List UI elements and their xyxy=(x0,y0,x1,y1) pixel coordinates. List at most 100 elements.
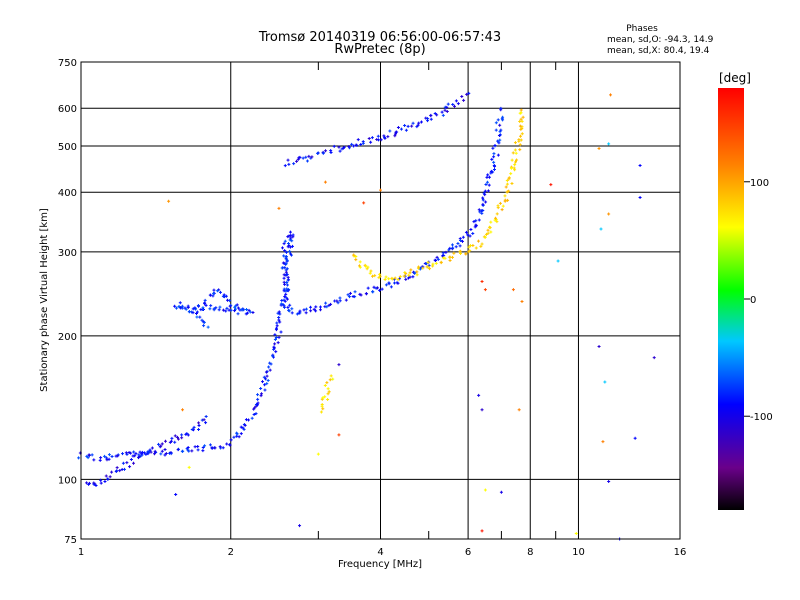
data-point xyxy=(326,398,330,402)
data-point xyxy=(496,204,500,208)
data-point xyxy=(325,305,329,309)
data-point xyxy=(237,435,241,439)
data-point xyxy=(327,303,331,307)
data-point xyxy=(284,250,288,254)
data-point xyxy=(286,275,290,279)
data-point xyxy=(160,449,164,453)
data-point xyxy=(310,155,314,159)
data-point xyxy=(122,467,126,471)
data-point xyxy=(273,333,277,337)
data-point xyxy=(396,125,400,129)
data-point xyxy=(98,458,102,462)
data-point xyxy=(365,292,369,296)
data-point xyxy=(185,432,189,436)
data-point xyxy=(103,480,107,484)
data-point xyxy=(147,449,151,453)
y-tick-label: 75 xyxy=(64,535,77,546)
data-point xyxy=(451,102,455,106)
data-point xyxy=(274,350,278,354)
data-point xyxy=(501,115,505,119)
data-point xyxy=(456,241,460,245)
data-point xyxy=(290,307,294,311)
data-point xyxy=(243,423,247,427)
data-point xyxy=(169,452,173,456)
data-point xyxy=(304,307,308,311)
data-point xyxy=(187,465,191,469)
data-point xyxy=(176,435,179,439)
data-point xyxy=(282,276,286,280)
data-point xyxy=(115,469,119,473)
data-point xyxy=(359,293,363,297)
data-point xyxy=(498,133,502,137)
data-point xyxy=(233,305,237,309)
data-point xyxy=(495,220,499,224)
data-point xyxy=(115,466,119,470)
data-point xyxy=(494,128,498,132)
data-point xyxy=(203,298,207,302)
data-point xyxy=(368,271,372,275)
data-point xyxy=(302,308,306,312)
data-point xyxy=(99,456,103,460)
data-point xyxy=(287,309,291,313)
data-point xyxy=(93,482,97,486)
data-point xyxy=(179,306,183,310)
data-point xyxy=(284,292,288,296)
data-point xyxy=(638,164,642,168)
data-point xyxy=(370,136,374,140)
data-point xyxy=(503,194,507,198)
data-point xyxy=(164,451,168,455)
data-point xyxy=(283,299,287,303)
data-point xyxy=(395,130,399,134)
data-point xyxy=(174,306,178,310)
x-axis-label: Frequency [MHz] xyxy=(338,559,422,570)
data-point xyxy=(286,241,290,245)
data-point xyxy=(364,264,368,268)
data-point xyxy=(486,231,490,235)
data-point xyxy=(462,98,466,102)
data-point xyxy=(132,450,136,454)
data-point xyxy=(290,239,294,243)
data-point xyxy=(289,236,293,240)
data-point xyxy=(273,342,277,346)
data-point xyxy=(359,143,363,147)
data-point xyxy=(446,102,450,106)
data-point xyxy=(248,310,252,314)
data-point xyxy=(245,308,249,312)
data-point xyxy=(487,183,491,187)
data-point xyxy=(506,198,510,202)
data-point xyxy=(314,309,318,313)
y-tick-label: 750 xyxy=(58,58,77,69)
data-point xyxy=(464,252,468,256)
data-point xyxy=(356,138,360,142)
data-point xyxy=(408,271,412,275)
data-point xyxy=(366,286,370,290)
data-point xyxy=(301,156,305,160)
data-point xyxy=(250,416,254,420)
data-point xyxy=(519,134,523,138)
data-point xyxy=(259,386,263,390)
data-point xyxy=(190,428,194,432)
data-point xyxy=(468,234,472,238)
data-point xyxy=(318,305,322,309)
data-point xyxy=(607,479,611,483)
data-point xyxy=(215,289,219,293)
data-point xyxy=(378,288,382,292)
data-point xyxy=(281,302,285,306)
data-point xyxy=(384,283,388,287)
data-point xyxy=(350,142,354,146)
data-point xyxy=(186,304,190,308)
data-point xyxy=(480,529,484,533)
data-point xyxy=(435,255,439,259)
data-point xyxy=(286,288,290,292)
data-point xyxy=(326,392,330,396)
data-point xyxy=(256,393,260,397)
data-point xyxy=(180,433,184,437)
data-point xyxy=(474,219,478,223)
data-point xyxy=(260,392,264,396)
data-point xyxy=(278,320,282,324)
data-point xyxy=(87,482,91,486)
y-tick-label: 100 xyxy=(58,475,77,486)
data-point xyxy=(353,290,357,294)
data-point xyxy=(286,158,290,162)
data-point xyxy=(511,288,515,292)
